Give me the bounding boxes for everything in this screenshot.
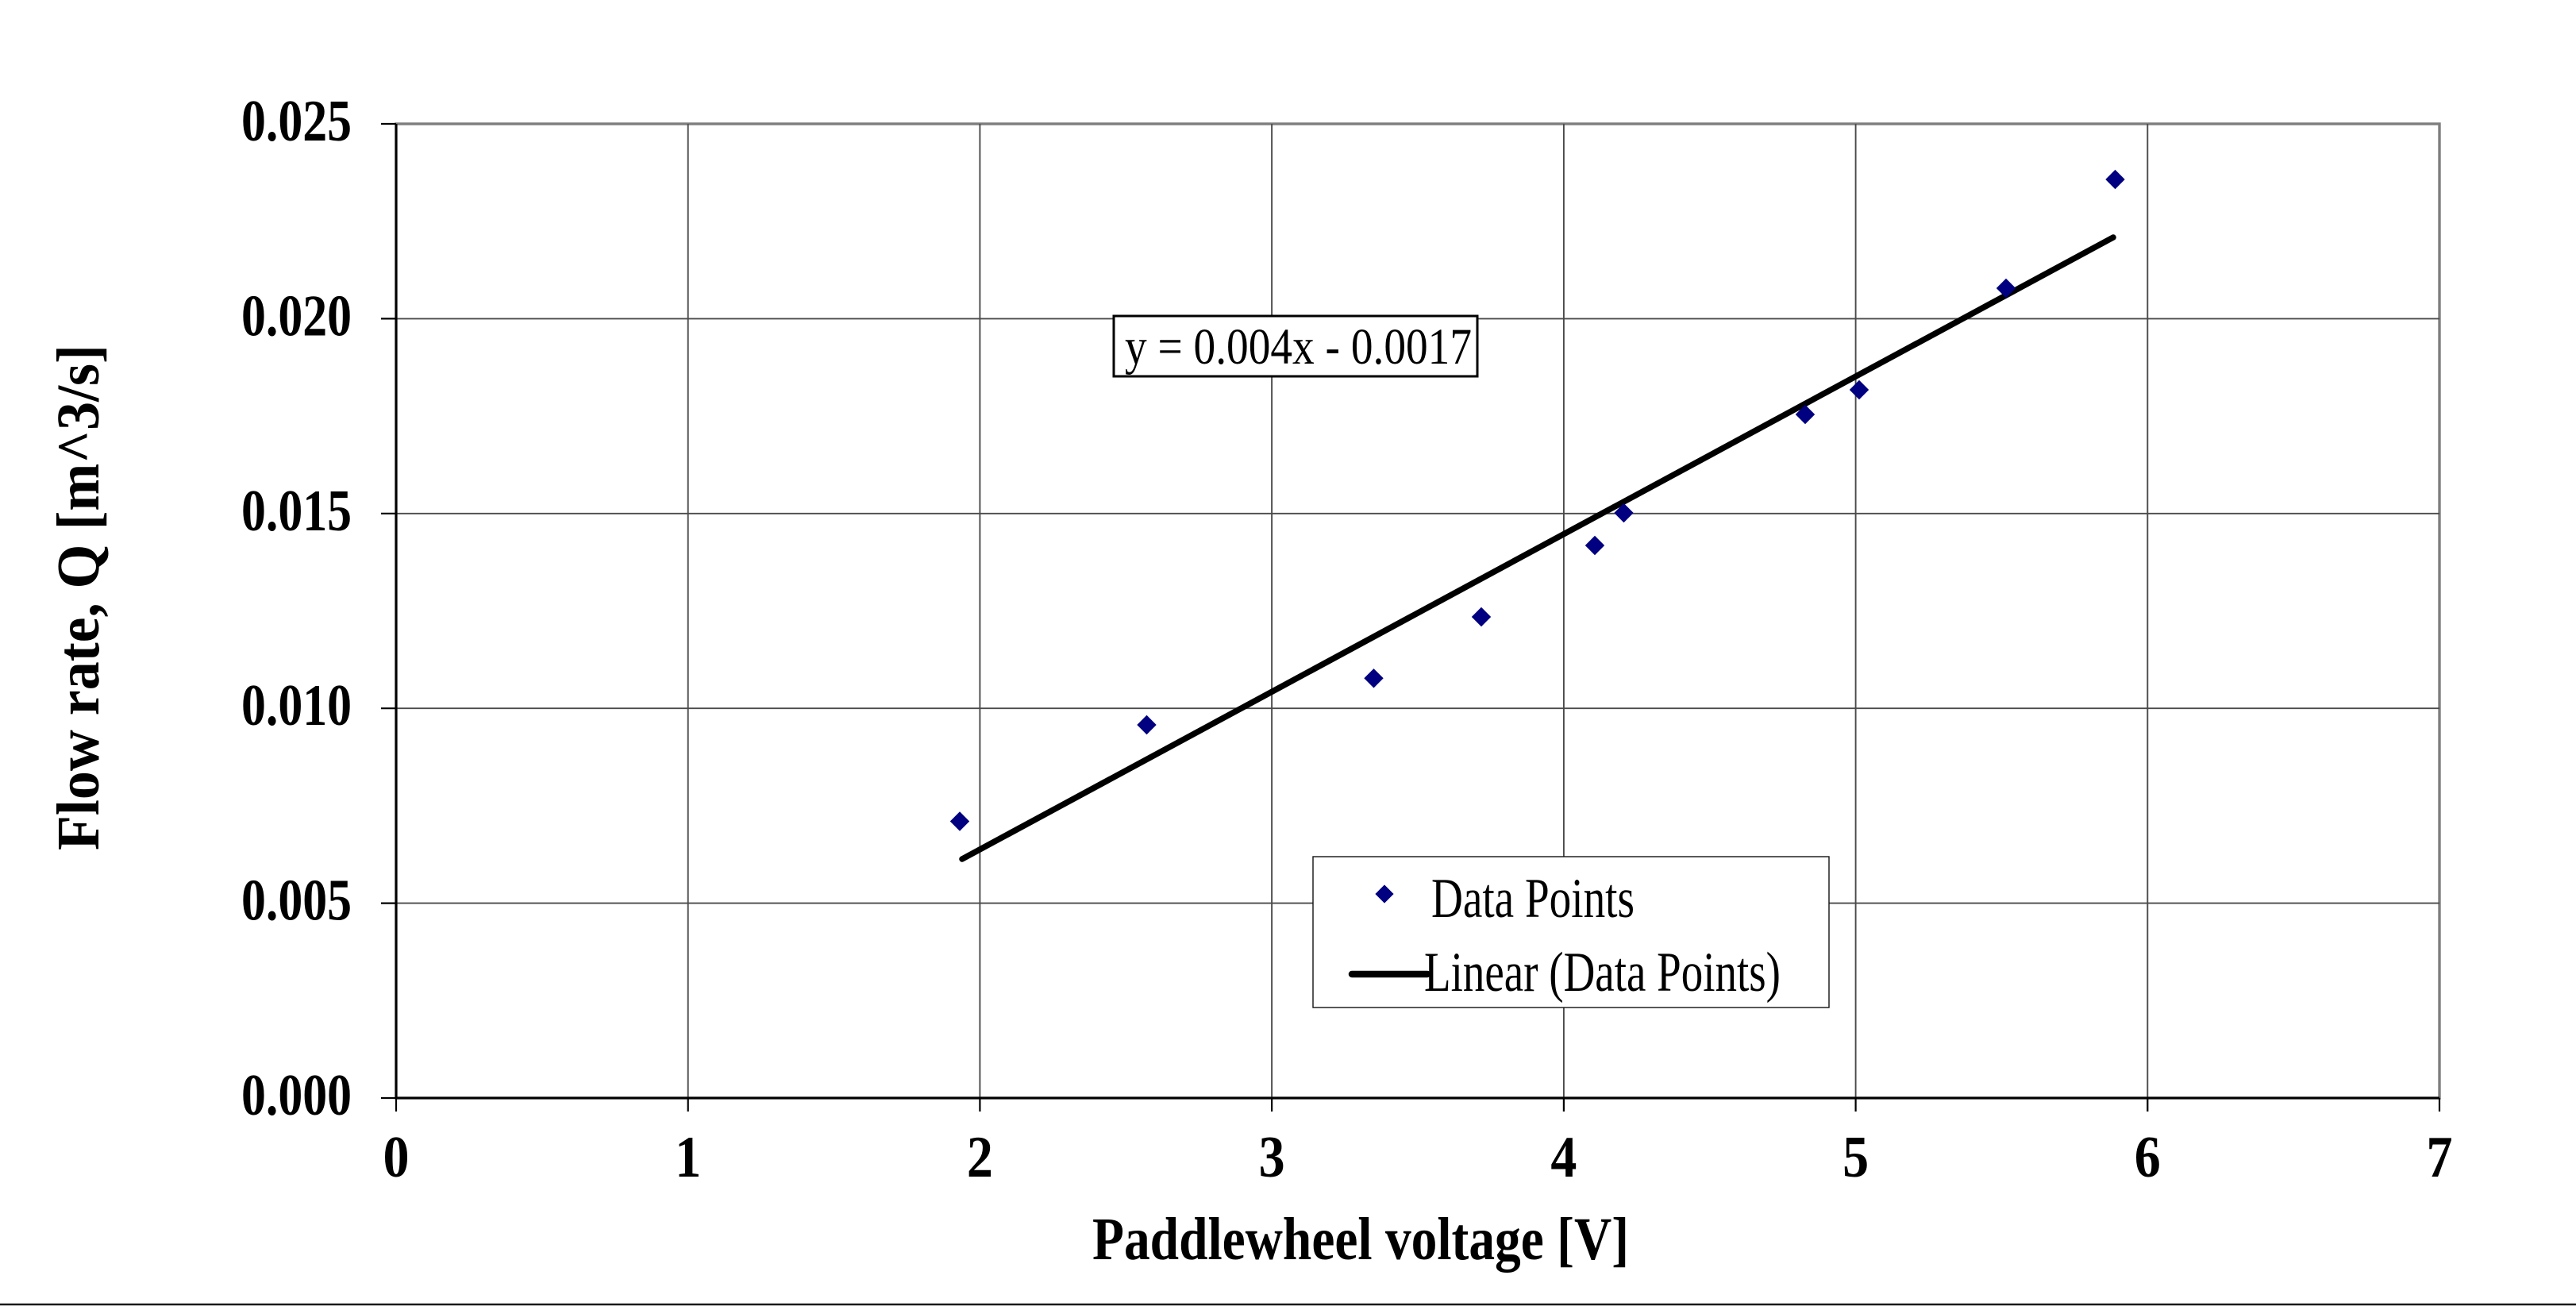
svg-text:0.010: 0.010 xyxy=(241,673,352,738)
svg-text:0.005: 0.005 xyxy=(241,869,352,934)
svg-text:Flow rate, Q [m^3/s]: Flow rate, Q [m^3/s] xyxy=(45,345,112,850)
svg-text:3: 3 xyxy=(1259,1125,1285,1190)
svg-text:y = 0.004x - 0.0017: y = 0.004x - 0.0017 xyxy=(1125,318,1472,376)
svg-text:0: 0 xyxy=(383,1125,410,1190)
svg-text:Data Points: Data Points xyxy=(1431,868,1635,930)
svg-text:Paddlewheel voltage [V]: Paddlewheel voltage [V] xyxy=(1092,1206,1629,1273)
svg-text:0.020: 0.020 xyxy=(241,283,352,349)
svg-text:0.015: 0.015 xyxy=(241,479,352,544)
svg-text:1: 1 xyxy=(675,1125,701,1190)
svg-text:Linear (Data Points): Linear (Data Points) xyxy=(1424,942,1781,1004)
svg-text:5: 5 xyxy=(1842,1125,1869,1190)
svg-text:0.000: 0.000 xyxy=(241,1063,352,1128)
svg-text:2: 2 xyxy=(967,1125,993,1190)
svg-text:4: 4 xyxy=(1550,1125,1577,1190)
svg-text:0.025: 0.025 xyxy=(241,89,352,154)
svg-text:7: 7 xyxy=(2427,1125,2453,1190)
svg-text:6: 6 xyxy=(2135,1125,2161,1190)
